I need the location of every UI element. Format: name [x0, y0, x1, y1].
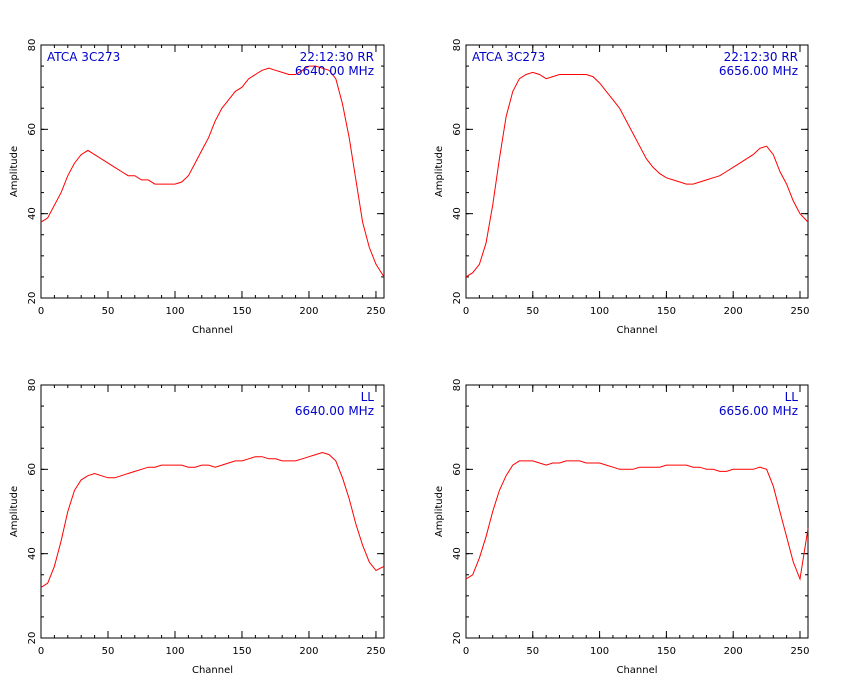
plot-frame — [465, 384, 809, 639]
y-tick-label: 20 — [27, 292, 38, 305]
x-tick-label: 0 — [38, 306, 44, 317]
x-tick-label: 0 — [463, 646, 469, 657]
x-tick-label: 0 — [38, 646, 44, 657]
y-tick-label: 40 — [452, 547, 463, 560]
y-tick-label: 40 — [452, 207, 463, 220]
source-label: ATCA 3C273 — [472, 50, 545, 64]
y-tick-label: 20 — [452, 632, 463, 645]
y-tick-label: 80 — [27, 39, 38, 52]
x-tick-label: 150 — [657, 646, 676, 657]
y-tick-label: 40 — [27, 207, 38, 220]
y-tick-label: 80 — [452, 379, 463, 392]
x-tick-label: 200 — [724, 646, 743, 657]
y-axis-label: Amplitude — [434, 146, 445, 197]
x-tick-label: 250 — [790, 306, 809, 317]
x-tick-label: 100 — [165, 646, 184, 657]
x-tick-label: 50 — [526, 646, 539, 657]
series-line — [465, 460, 809, 581]
x-axis-label: Channel — [616, 665, 657, 676]
plot-frame — [40, 384, 385, 639]
x-tick-label: 0 — [463, 306, 469, 317]
x-tick-label: 150 — [657, 306, 676, 317]
frequency-label: 6640.00 MHz — [295, 404, 374, 418]
x-axis-label: Channel — [192, 325, 233, 336]
x-tick-label: 250 — [790, 646, 809, 657]
x-tick-label: 50 — [526, 306, 539, 317]
x-tick-label: 200 — [299, 646, 318, 657]
y-tick-label: 40 — [27, 547, 38, 560]
time-polarization-label: 22:12:30 RR — [724, 50, 798, 64]
series-line — [465, 71, 809, 278]
x-tick-label: 250 — [366, 306, 385, 317]
y-tick-label: 60 — [27, 463, 38, 476]
x-tick-label: 150 — [232, 646, 251, 657]
y-tick-label: 80 — [27, 379, 38, 392]
y-axis-label: Amplitude — [9, 486, 20, 537]
time-polarization-label: 22:12:30 RR — [300, 50, 374, 64]
frequency-label: 6656.00 MHz — [719, 64, 798, 78]
y-tick-label: 60 — [452, 463, 463, 476]
x-tick-label: 50 — [102, 646, 115, 657]
plot-frame — [40, 44, 385, 299]
x-tick-label: 150 — [232, 306, 251, 317]
x-tick-label: 100 — [590, 646, 609, 657]
y-axis-label: Amplitude — [9, 146, 20, 197]
x-tick-label: 200 — [299, 306, 318, 317]
series-line — [40, 65, 385, 278]
x-tick-label: 250 — [366, 646, 385, 657]
series-line — [40, 451, 385, 588]
x-tick-label: 100 — [590, 306, 609, 317]
y-tick-label: 60 — [452, 123, 463, 136]
x-tick-label: 50 — [102, 306, 115, 317]
x-axis-label: Channel — [192, 665, 233, 676]
panel-4: 0 50 100 150 200 250 20 40 60 80 Channel Amplitude L… — [434, 379, 810, 676]
source-label: ATCA 3C273 — [47, 50, 120, 64]
time-polarization-label: LL — [785, 390, 799, 404]
x-tick-label: 100 — [165, 306, 184, 317]
frequency-label: 6640.00 MHz — [295, 64, 374, 78]
y-tick-label: 80 — [452, 39, 463, 52]
panel-2: 0 50 100 150 200 250 20 40 60 80 Channel Amplitude A… — [434, 39, 810, 336]
panel-3: 0 50 100 150 200 250 20 40 60 80 Channel Amplitude L… — [9, 379, 386, 676]
y-axis-label: Amplitude — [434, 486, 445, 537]
x-axis-label: Channel — [616, 325, 657, 336]
frequency-label: 6656.00 MHz — [719, 404, 798, 418]
y-tick-label: 20 — [27, 632, 38, 645]
y-tick-label: 60 — [27, 123, 38, 136]
x-tick-label: 200 — [724, 306, 743, 317]
y-tick-label: 20 — [452, 292, 463, 305]
time-polarization-label: LL — [361, 390, 375, 404]
panel-1: 0 50 100 150 200 250 20 40 60 80 Channel Amplitude A… — [9, 39, 386, 336]
